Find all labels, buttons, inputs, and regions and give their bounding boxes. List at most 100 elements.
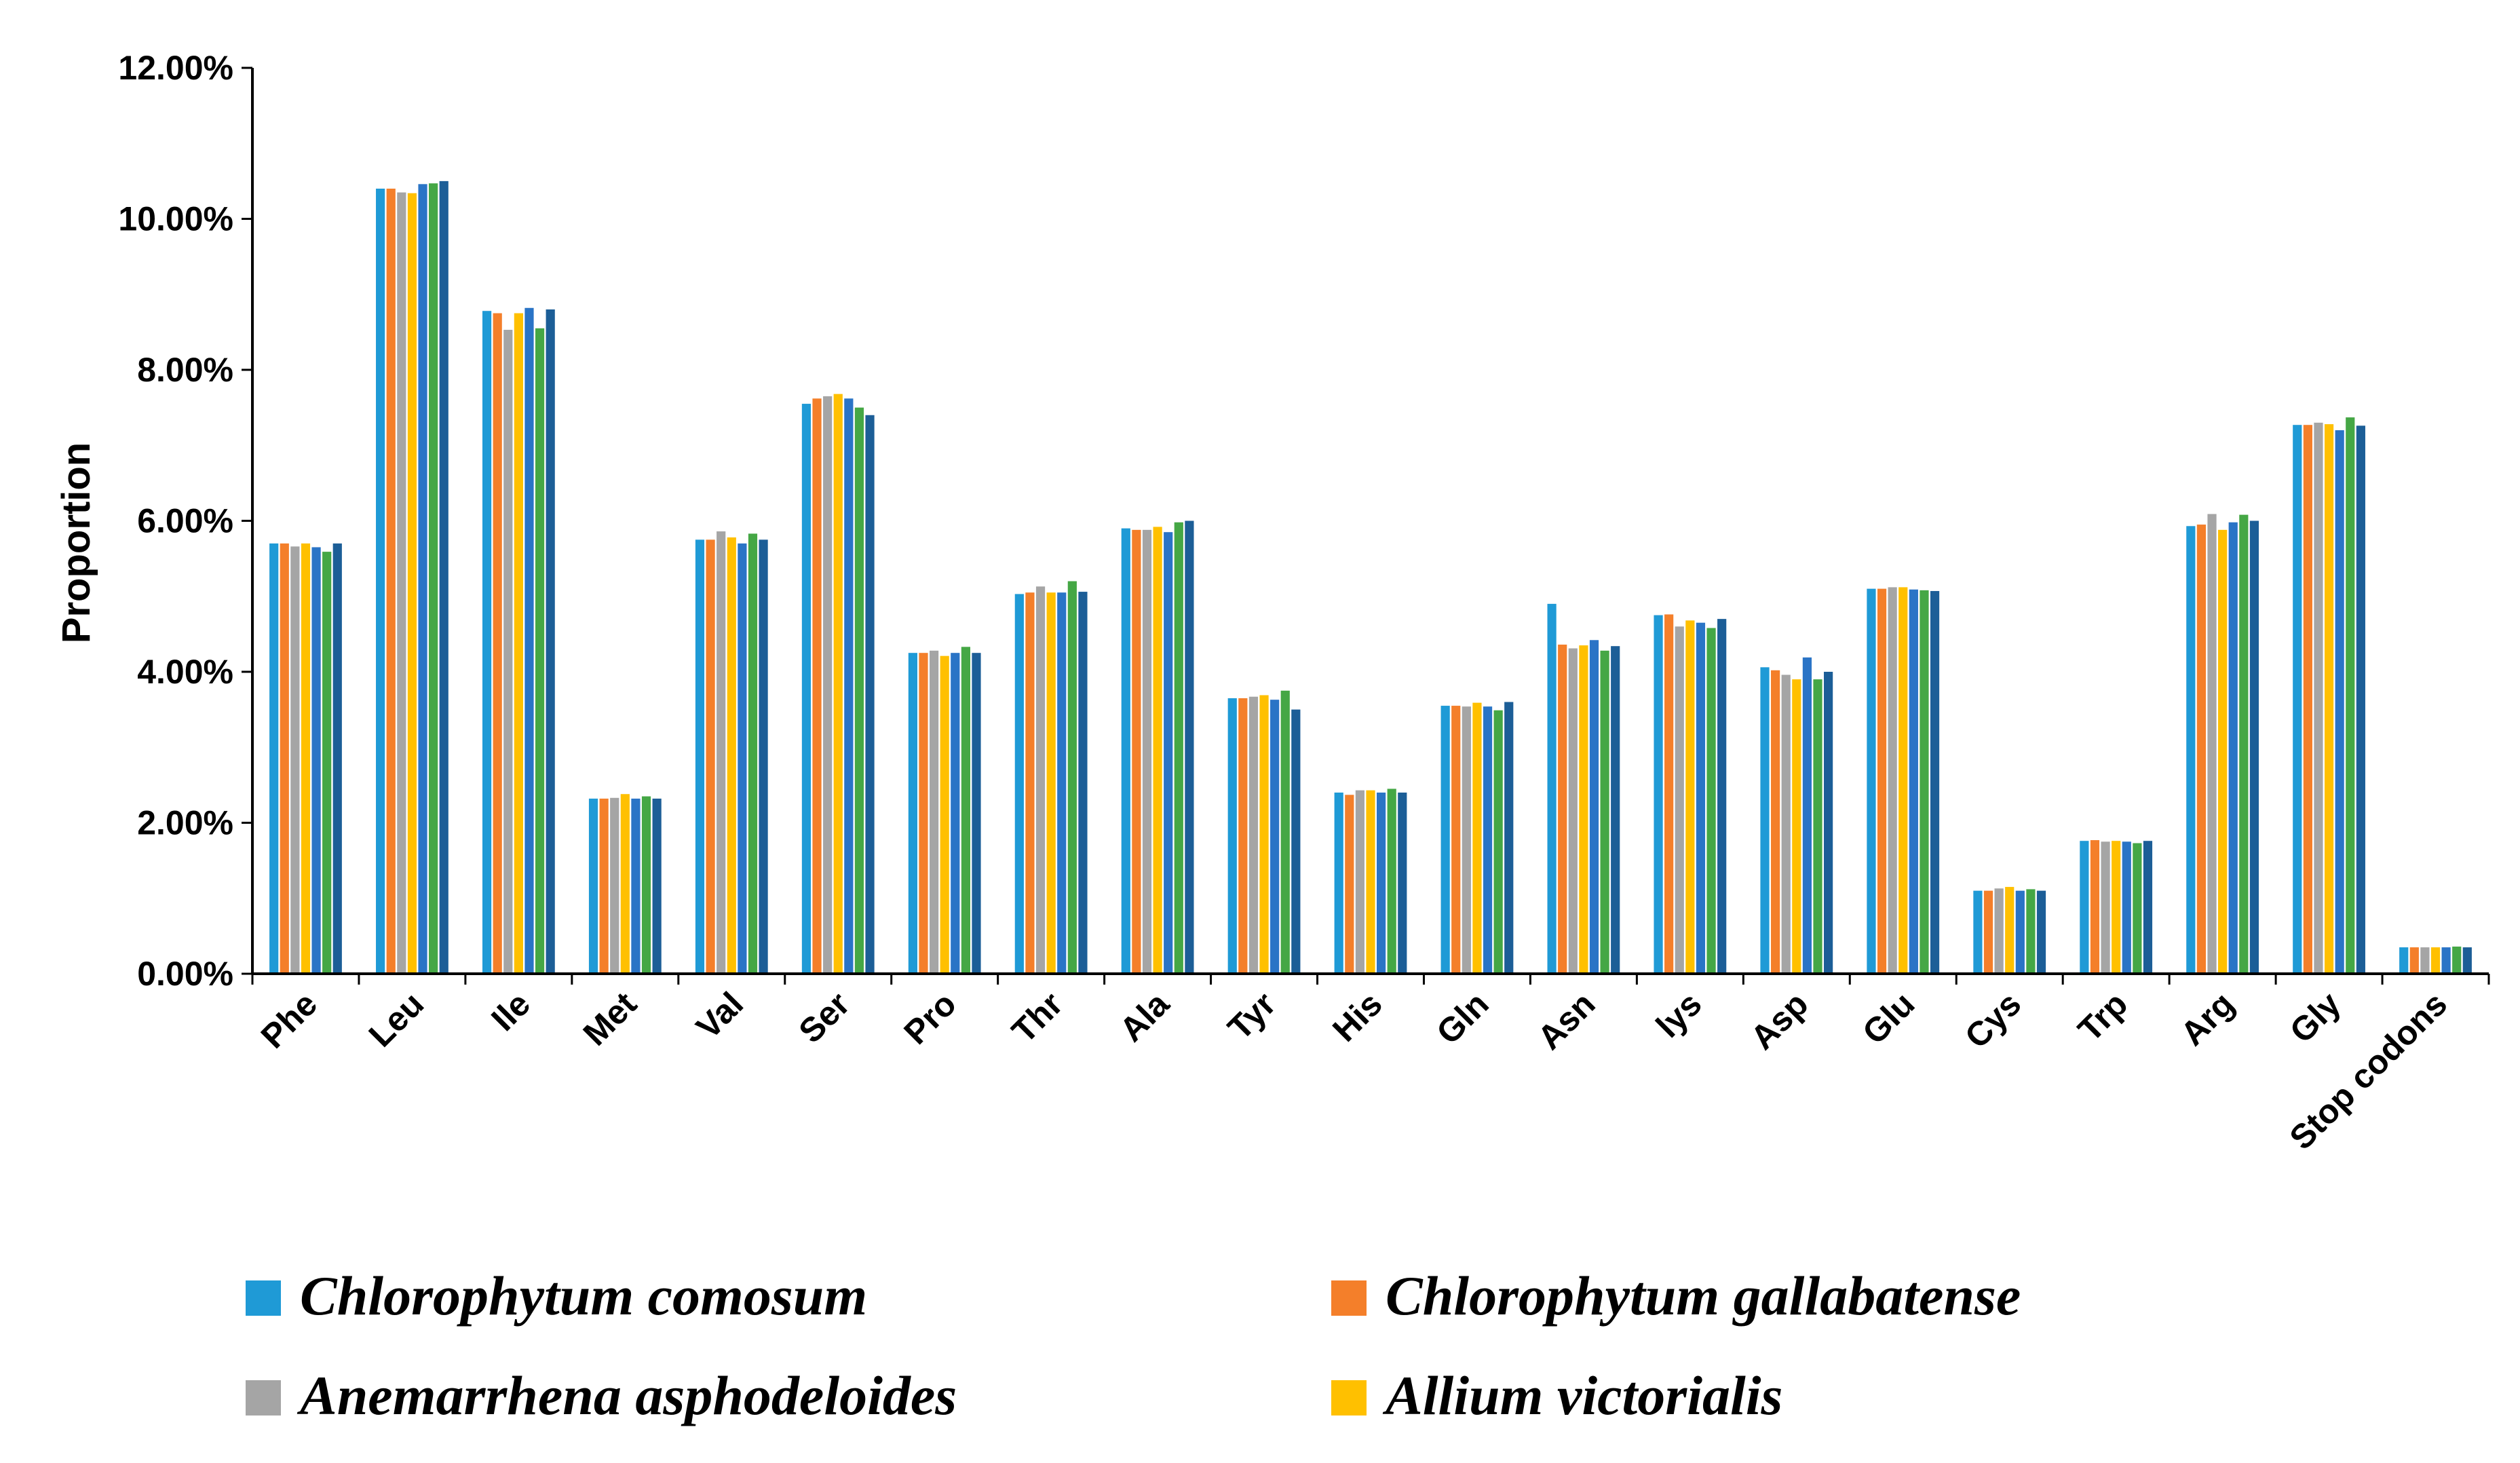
x-tick-label: Val: [689, 985, 750, 1046]
bar-gly-series-2: [2303, 425, 2312, 974]
bar-asn-series-1: [1547, 603, 1557, 974]
bar-gly-series-4: [2324, 424, 2334, 974]
bar-tyr-series-2: [1238, 698, 1248, 974]
bar-tyr-series-3: [1248, 696, 1259, 974]
bar-gln-series-1: [1440, 706, 1450, 974]
bar-val-series-5: [738, 543, 747, 974]
bar-gly-series-3: [2314, 422, 2323, 974]
bar-asn-series-3: [1568, 648, 1578, 974]
bar-lys-series-1: [1654, 615, 1663, 974]
bar-stop-codons-series-2: [2409, 947, 2419, 974]
bar-gly-series-6: [2346, 417, 2355, 974]
bar-val-series-4: [727, 537, 736, 974]
y-tick-label: 12.00%: [118, 49, 233, 87]
bar-leu-series-5: [418, 184, 427, 974]
x-tick-label: Met: [576, 985, 645, 1053]
bar-gln-series-2: [1451, 706, 1461, 974]
bar-ser-series-3: [823, 396, 833, 974]
bar-pro-series-7: [972, 653, 981, 974]
bar-met-series-5: [631, 798, 641, 974]
x-tick-label: Tyr: [1221, 985, 1283, 1047]
bar-glu-series-2: [1877, 588, 1887, 974]
legend-swatch: [246, 1280, 281, 1316]
x-tick-label: Asp: [1743, 985, 1815, 1057]
bar-pro-series-2: [919, 653, 928, 974]
bar-phe-series-5: [311, 547, 321, 974]
bar-val-series-1: [695, 539, 705, 974]
bar-stop-codons-series-3: [2420, 947, 2430, 974]
bar-ala-series-5: [1164, 532, 1173, 974]
bar-trp-series-7: [2143, 841, 2153, 974]
y-tick-label: 10.00%: [118, 200, 233, 238]
x-tick-label: Ala: [1112, 984, 1177, 1048]
bar-ile-series-3: [503, 330, 513, 974]
bar-ile-series-7: [546, 309, 555, 974]
bar-leu-series-3: [397, 192, 406, 974]
bar-cys-series-6: [2026, 889, 2036, 974]
bar-pro-series-1: [908, 653, 917, 974]
bar-ala-series-3: [1142, 529, 1152, 974]
bar-ser-series-1: [801, 404, 812, 974]
bar-ala-series-6: [1174, 522, 1183, 974]
bar-leu-series-2: [386, 189, 396, 974]
bar-ile-series-4: [514, 313, 523, 974]
bar-his-series-3: [1355, 790, 1364, 974]
y-tick-label: 4.00%: [137, 653, 233, 691]
bar-thr-series-5: [1057, 592, 1067, 974]
bar-his-series-4: [1366, 790, 1375, 974]
bar-met-series-7: [652, 798, 662, 974]
bar-asn-series-7: [1611, 646, 1620, 974]
bar-glu-series-4: [1898, 587, 1908, 974]
bar-arg-series-4: [2218, 529, 2228, 974]
bar-val-series-2: [706, 539, 715, 974]
bar-asn-series-5: [1589, 640, 1599, 974]
bar-phe-series-6: [322, 552, 332, 974]
bars: [269, 180, 2472, 974]
bar-his-series-1: [1334, 793, 1343, 974]
bar-gly-series-7: [2356, 425, 2365, 974]
bar-lys-series-3: [1675, 626, 1684, 974]
x-tick-label: Ser: [791, 985, 857, 1050]
bar-phe-series-7: [332, 543, 342, 974]
bar-phe-series-2: [280, 543, 289, 974]
bar-tyr-series-5: [1270, 700, 1280, 974]
bar-cys-series-3: [1994, 888, 2004, 974]
bar-ser-series-7: [865, 415, 875, 974]
x-tick-label: Phe: [254, 985, 324, 1055]
bar-cys-series-1: [1973, 890, 1983, 974]
bar-asp-series-6: [1813, 679, 1822, 974]
bar-glu-series-3: [1888, 587, 1897, 974]
bar-arg-series-7: [2249, 520, 2259, 974]
bar-lys-series-5: [1696, 622, 1706, 974]
y-tick-label: 8.00%: [137, 351, 233, 389]
bar-ile-series-2: [493, 313, 502, 974]
bar-cys-series-7: [2036, 890, 2046, 974]
bar-leu-series-6: [429, 183, 438, 974]
bar-stop-codons-series-5: [2441, 947, 2451, 974]
x-tick-label: Cys: [1958, 985, 2028, 1055]
bar-trp-series-4: [2112, 841, 2121, 974]
bar-glu-series-5: [1909, 589, 1918, 974]
bar-gln-series-7: [1504, 702, 1514, 974]
legend-label: Anemarrhena asphodeloides: [297, 1365, 957, 1426]
bar-gln-series-6: [1493, 710, 1503, 974]
bar-lys-series-7: [1717, 619, 1727, 974]
bar-tyr-series-4: [1259, 695, 1269, 974]
bar-ile-series-5: [524, 307, 534, 974]
bar-gln-series-3: [1462, 706, 1471, 974]
legend-label: Chlorophytum comosum: [300, 1265, 867, 1327]
bar-thr-series-2: [1025, 592, 1035, 974]
bar-asp-series-4: [1792, 679, 1801, 974]
bar-gln-series-4: [1472, 702, 1482, 974]
bar-tyr-series-7: [1291, 709, 1301, 974]
bar-ser-series-4: [833, 394, 843, 974]
y-axis-label: Proportion: [54, 442, 98, 643]
bar-ala-series-7: [1185, 520, 1194, 974]
bar-met-series-1: [588, 798, 598, 974]
bar-asn-series-6: [1600, 650, 1609, 974]
bar-met-series-4: [620, 794, 630, 974]
bar-met-series-3: [610, 797, 619, 974]
bar-thr-series-1: [1014, 594, 1024, 974]
bar-asn-series-4: [1579, 645, 1588, 974]
